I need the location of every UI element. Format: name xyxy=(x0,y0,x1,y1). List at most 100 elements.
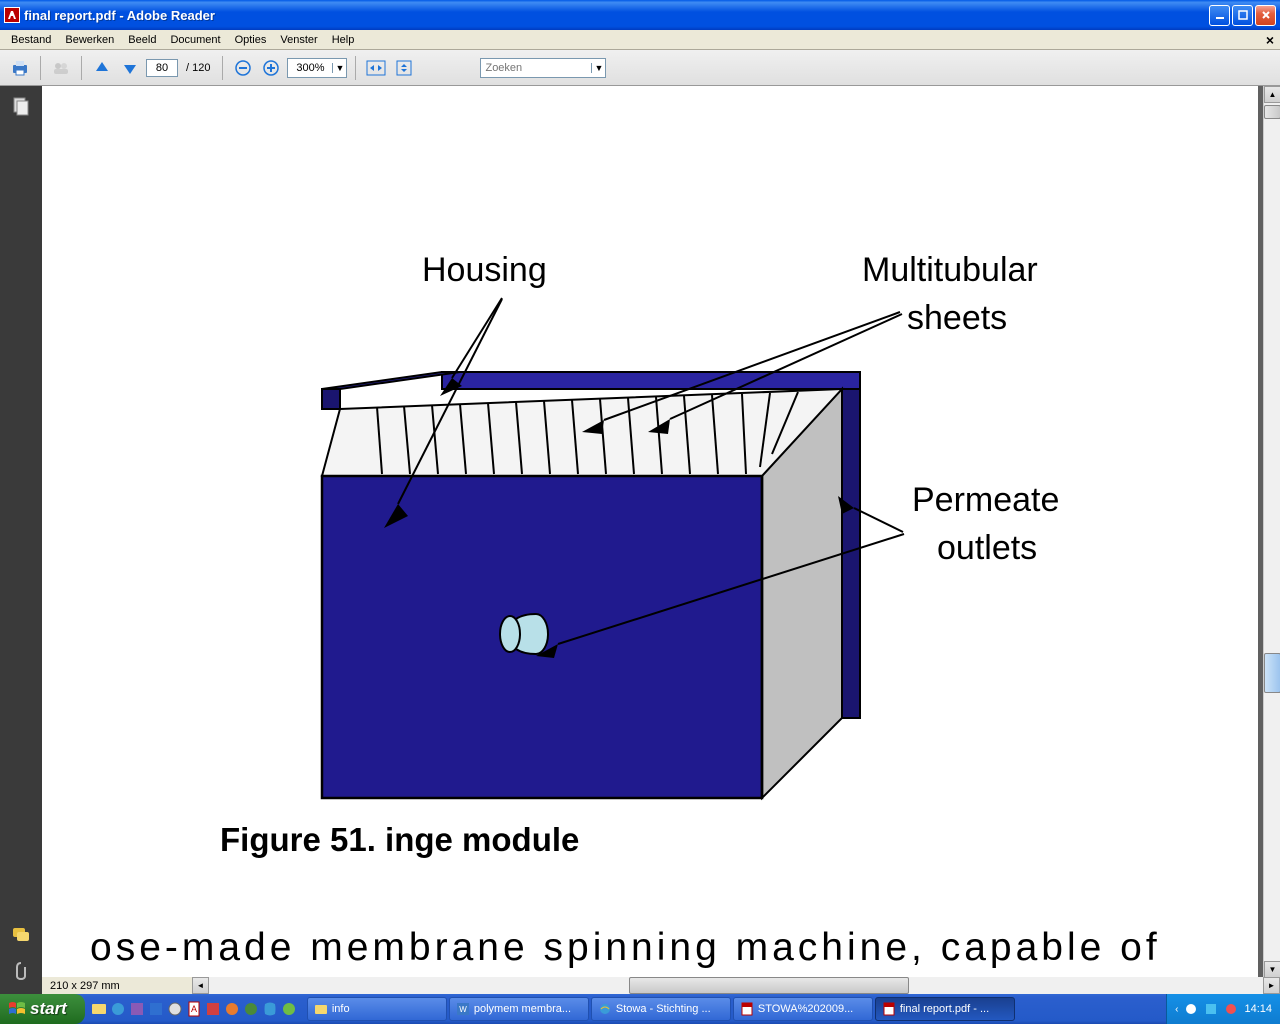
search-dropdown-icon[interactable]: ▼ xyxy=(591,63,605,73)
ql-icon-5[interactable] xyxy=(167,1001,183,1017)
taskbar-items: info W polymem membra... Stowa - Stichti… xyxy=(303,994,1166,1024)
minimize-button[interactable] xyxy=(1209,5,1230,26)
task-item-polymem[interactable]: W polymem membra... xyxy=(449,997,589,1021)
vscroll-track[interactable] xyxy=(1264,103,1280,961)
task-item-stowa[interactable]: Stowa - Stichting ... xyxy=(591,997,731,1021)
tray-icon-3[interactable] xyxy=(1224,1002,1238,1016)
ql-icon-2[interactable] xyxy=(110,1001,126,1017)
tray-icon-2[interactable] xyxy=(1204,1002,1218,1016)
system-tray[interactable]: ‹ 14:14 xyxy=(1166,994,1280,1024)
ql-icon-3[interactable] xyxy=(129,1001,145,1017)
task-label: STOWA%202009... xyxy=(758,1003,853,1015)
pdf-icon xyxy=(882,1002,896,1016)
attachments-panel-icon[interactable] xyxy=(10,960,32,982)
toolbar: / 120 300% ▼ ▼ xyxy=(0,50,1280,86)
menu-help[interactable]: Help xyxy=(325,32,362,48)
main-area: Housing Multitubular sheets Permeate out… xyxy=(0,86,1280,994)
task-item-info[interactable]: info xyxy=(307,997,447,1021)
page-up-button[interactable] xyxy=(90,56,114,80)
menu-bewerken[interactable]: Bewerken xyxy=(58,32,121,48)
scroll-up-button[interactable]: ▲ xyxy=(1264,86,1280,103)
ql-icon-4[interactable] xyxy=(148,1001,164,1017)
print-button[interactable] xyxy=(8,56,32,80)
status-bar: 210 x 297 mm ◄ ► xyxy=(42,977,1280,994)
ql-icon-11[interactable] xyxy=(281,1001,297,1017)
menu-venster[interactable]: Venster xyxy=(273,32,324,48)
document-viewport: Housing Multitubular sheets Permeate out… xyxy=(42,86,1280,994)
svg-text:W: W xyxy=(459,1005,467,1014)
menu-opties[interactable]: Opties xyxy=(228,32,274,48)
folder-icon xyxy=(314,1002,328,1016)
body-text-line1: ose-made membrane spinning machine, capa… xyxy=(90,926,1161,970)
search-box[interactable]: ▼ xyxy=(480,58,606,78)
label-sheets: sheets xyxy=(907,299,1007,338)
taskbar: start A info W polymem membra... Stowa -… xyxy=(0,994,1280,1024)
vscroll-marker[interactable] xyxy=(1264,653,1280,693)
zoom-out-button[interactable] xyxy=(231,56,255,80)
scroll-down-button[interactable]: ▼ xyxy=(1264,961,1280,977)
figure-caption: Figure 51. inge module xyxy=(220,821,579,859)
hscroll-track[interactable] xyxy=(209,977,1263,994)
label-outlets: outlets xyxy=(937,529,1037,568)
zoom-select[interactable]: 300% ▼ xyxy=(287,58,347,78)
page-dimensions-label: 210 x 297 mm xyxy=(42,980,192,992)
task-label: Stowa - Stichting ... xyxy=(616,1003,711,1015)
task-label: info xyxy=(332,1003,350,1015)
menu-doc-close-button[interactable]: × xyxy=(1266,32,1274,48)
comments-panel-icon[interactable] xyxy=(10,924,32,946)
label-multitubular: Multitubular xyxy=(862,251,1038,290)
ql-icon-6[interactable]: A xyxy=(186,1001,202,1017)
collab-button[interactable] xyxy=(49,56,73,80)
tray-icon-1[interactable] xyxy=(1184,1002,1198,1016)
horizontal-scrollbar[interactable]: ◄ ► xyxy=(192,977,1280,994)
menubar: Bestand Bewerken Beeld Document Opties V… xyxy=(0,30,1280,50)
vscroll-thumb[interactable] xyxy=(1264,105,1280,119)
maximize-button[interactable] xyxy=(1232,5,1253,26)
page-down-button[interactable] xyxy=(118,56,142,80)
svg-text:A: A xyxy=(191,1004,197,1014)
start-button[interactable]: start xyxy=(0,994,85,1024)
ie-icon xyxy=(598,1002,612,1016)
task-item-stowa-pdf[interactable]: STOWA%202009... xyxy=(733,997,873,1021)
fit-page-button[interactable] xyxy=(392,56,416,80)
ql-icon-8[interactable] xyxy=(224,1001,240,1017)
app-icon xyxy=(4,7,20,23)
ql-icon-10[interactable] xyxy=(262,1001,278,1017)
task-label: final report.pdf - ... xyxy=(900,1003,989,1015)
clock[interactable]: 14:14 xyxy=(1244,1003,1272,1015)
hscroll-thumb[interactable] xyxy=(629,977,909,994)
side-rail xyxy=(0,86,42,994)
pdf-page: Housing Multitubular sheets Permeate out… xyxy=(42,86,1258,977)
label-permeate: Permeate xyxy=(912,481,1059,520)
fit-width-button[interactable] xyxy=(364,56,388,80)
pdf-icon xyxy=(740,1002,754,1016)
menu-beeld[interactable]: Beeld xyxy=(121,32,163,48)
menu-bestand[interactable]: Bestand xyxy=(4,32,58,48)
titlebar: final report.pdf - Adobe Reader xyxy=(0,0,1280,30)
task-label: polymem membra... xyxy=(474,1003,571,1015)
start-label: start xyxy=(30,999,67,1019)
page-number-input[interactable] xyxy=(146,59,178,77)
quick-launch: A xyxy=(85,994,303,1024)
scroll-right-button[interactable]: ► xyxy=(1263,977,1280,994)
window-title: final report.pdf - Adobe Reader xyxy=(24,8,1209,23)
ql-icon-7[interactable] xyxy=(205,1001,221,1017)
ql-icon-1[interactable] xyxy=(91,1001,107,1017)
search-input[interactable] xyxy=(481,62,591,74)
scroll-left-button[interactable]: ◄ xyxy=(192,977,209,994)
zoom-value: 300% xyxy=(288,62,332,74)
task-item-finalreport[interactable]: final report.pdf - ... xyxy=(875,997,1015,1021)
menu-document[interactable]: Document xyxy=(163,32,227,48)
vertical-scrollbar[interactable]: ▲ ▼ xyxy=(1263,86,1280,977)
ql-icon-9[interactable] xyxy=(243,1001,259,1017)
label-housing: Housing xyxy=(422,251,547,290)
zoom-in-button[interactable] xyxy=(259,56,283,80)
pages-panel-icon[interactable] xyxy=(10,96,32,118)
windows-logo-icon xyxy=(8,1001,26,1017)
close-button[interactable] xyxy=(1255,5,1276,26)
tray-chevron-icon[interactable]: ‹ xyxy=(1175,1004,1178,1015)
figure-diagram xyxy=(42,86,1258,846)
word-icon: W xyxy=(456,1002,470,1016)
page-total-label: / 120 xyxy=(182,62,214,74)
zoom-dropdown-icon[interactable]: ▼ xyxy=(332,63,346,73)
